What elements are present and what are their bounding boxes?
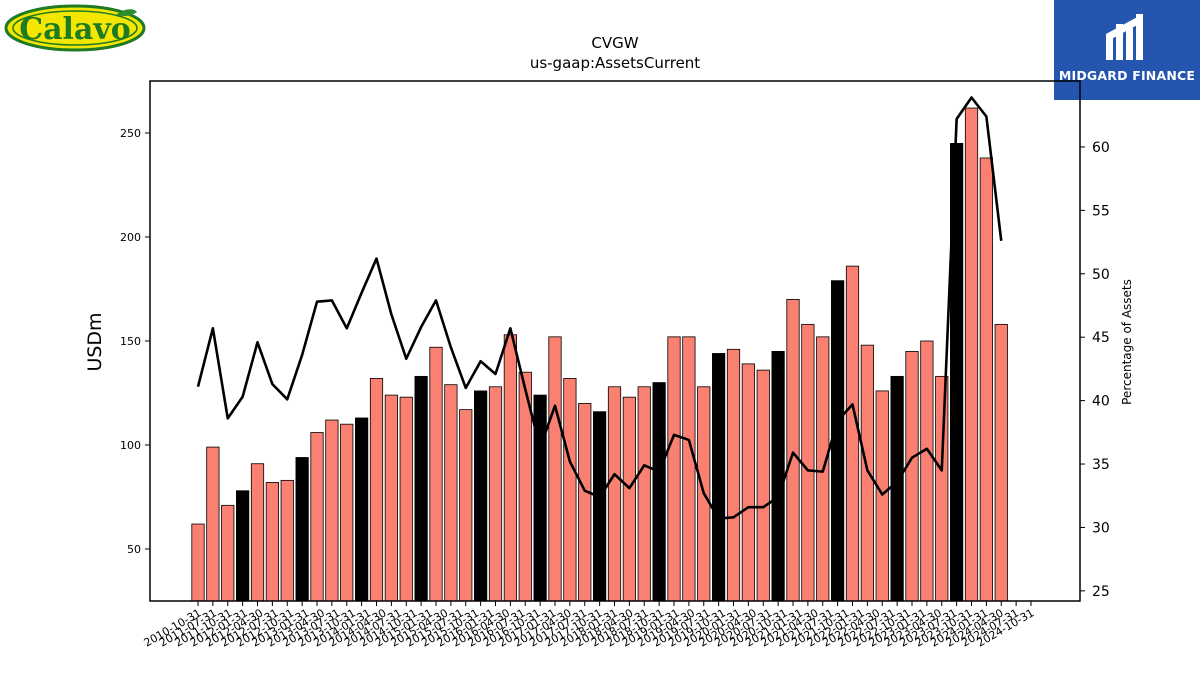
y-tick-label-150: 150 (120, 335, 141, 348)
y2-tick-label-35: 35 (1092, 457, 1110, 473)
bar-2024-01-31 (979, 157, 993, 602)
bar-2015-07-31 (474, 390, 488, 602)
bar-2017-04-30 (578, 402, 592, 602)
bar-2015-01-31 (444, 384, 458, 602)
calavo-logo-graphic: Calavo (4, 4, 146, 52)
bar-2020-01-31 (741, 363, 755, 602)
bar-2011-04-30 (221, 504, 235, 602)
bar-2017-10-31 (607, 386, 622, 602)
y2-tick-label-45: 45 (1092, 330, 1110, 346)
chart-title: CVGW (591, 34, 638, 52)
y2-tick-label-30: 30 (1092, 520, 1110, 536)
bar-2023-04-30 (935, 375, 949, 602)
bar-2022-07-31 (890, 375, 904, 602)
bar-2017-01-31 (563, 378, 577, 602)
y2-tick-label-25: 25 (1092, 584, 1110, 600)
bar-2015-10-31 (488, 386, 503, 602)
y2-tick-label-60: 60 (1092, 140, 1110, 156)
bars-layer (191, 107, 1008, 602)
y-tick-label-200: 200 (120, 231, 141, 244)
bar-2018-07-31 (652, 382, 666, 602)
calavo-logo: Calavo (4, 4, 146, 52)
bar-2013-01-31 (325, 419, 339, 602)
bar-2016-01-31 (503, 334, 517, 602)
bar-2013-07-31 (355, 417, 369, 602)
y2-tick-label-55: 55 (1092, 203, 1110, 219)
bar-2015-04-30 (459, 409, 473, 602)
bar-2021-07-31 (831, 280, 845, 602)
bar-2020-10-31 (786, 298, 800, 602)
percentage-line (196, 96, 1003, 520)
axes-layer: 5010015020025025303540455055602010-10-31… (120, 80, 1110, 650)
bar-2022-10-31 (905, 350, 919, 602)
bar-2019-01-31 (682, 336, 696, 602)
line-layer (196, 96, 1003, 520)
y-axis-label: USDm (84, 312, 106, 371)
midgard-finance-logo: MIDGARD FINANCE (1054, 0, 1200, 100)
bar-2024-04-30 (994, 323, 1008, 602)
y2-tick-label-50: 50 (1092, 267, 1110, 283)
bar-2022-01-31 (860, 344, 874, 602)
bar-2011-10-31 (250, 463, 265, 602)
y-tick-label-50: 50 (127, 543, 141, 556)
bar-2013-04-30 (340, 423, 354, 602)
bar-2014-04-30 (399, 396, 413, 602)
chart-subtitle: us-gaap:AssetsCurrent (530, 54, 700, 72)
bar-2010-10-31 (191, 523, 205, 602)
bar-2012-01-31 (265, 482, 279, 602)
bar-2016-10-31 (548, 336, 562, 602)
bar-2013-10-31 (369, 378, 384, 602)
bar-2018-01-31 (622, 396, 636, 602)
y-tick-label-250: 250 (120, 127, 141, 140)
bar-2020-04-30 (756, 369, 770, 602)
bar-2014-01-31 (384, 394, 398, 602)
calavo-logo-text: Calavo (19, 12, 131, 47)
bar-2011-07-31 (236, 490, 250, 602)
bar-2011-01-31 (206, 446, 220, 602)
bar-2022-04-30 (875, 390, 889, 602)
bar-2012-10-31 (310, 432, 324, 602)
bar-2014-07-31 (414, 375, 428, 602)
bar-2023-10-31 (964, 107, 979, 602)
bar-2019-10-31 (726, 348, 741, 602)
bar-2018-04-30 (637, 386, 651, 602)
y2-tick-label-40: 40 (1092, 394, 1110, 410)
bar-2014-10-31 (429, 346, 443, 602)
bar-2020-07-31 (771, 350, 785, 602)
midgard-finance-logo-text: MIDGARD FINANCE (1058, 68, 1196, 83)
bar-2019-07-31 (712, 353, 726, 602)
bar-2012-07-31 (295, 457, 309, 602)
y2-axis-label: Percentage of Assets (1120, 279, 1134, 405)
bar-2012-04-30 (280, 479, 294, 602)
bar-2017-07-31 (593, 411, 607, 602)
bar-2018-10-31 (667, 336, 681, 602)
bar-2023-01-31 (920, 340, 934, 602)
bar-2021-01-31 (801, 323, 815, 602)
midgard-finance-mark (1106, 14, 1143, 60)
y-tick-label-100: 100 (120, 439, 141, 452)
bar-2021-10-31 (845, 265, 860, 602)
